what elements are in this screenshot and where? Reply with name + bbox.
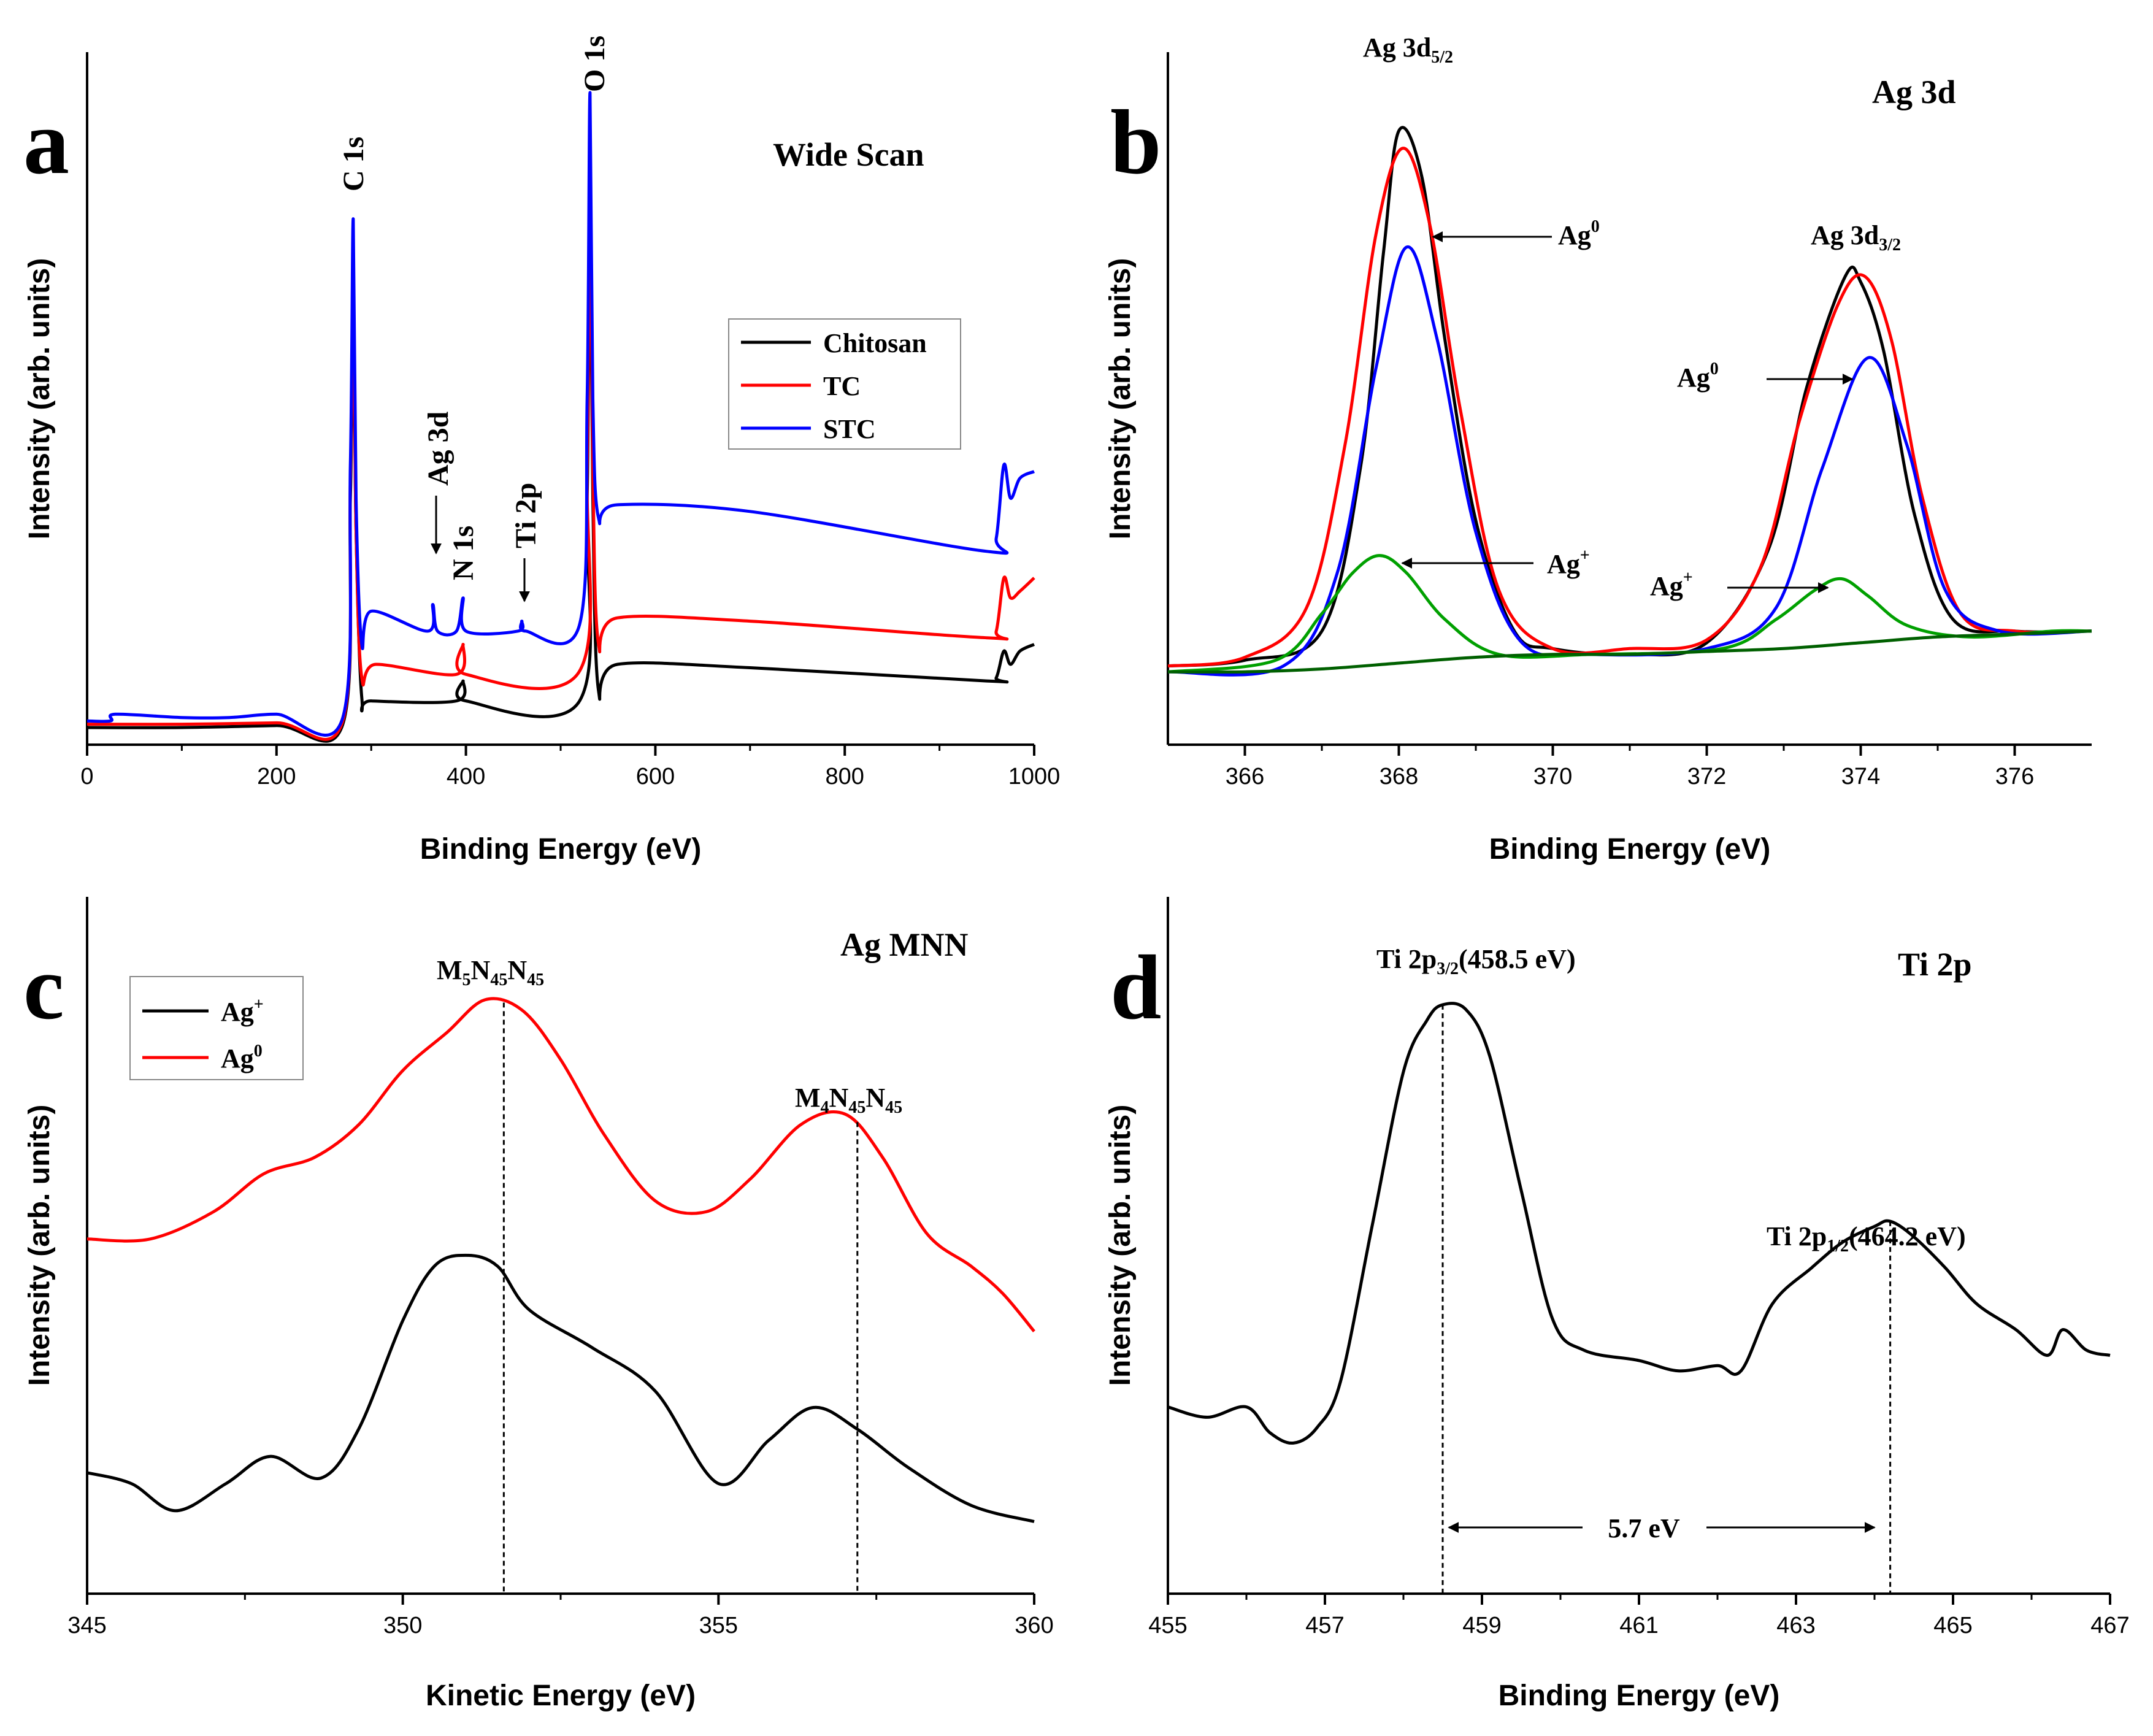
- panel-b: b 366 368 370 372 374 376 Ag 3d Binding Energ…: [1104, 33, 2092, 866]
- panel-b-plot: [1167, 126, 2092, 677]
- panel-a-legend: Chitosan TC STC: [728, 318, 961, 450]
- peak-label-ti2p: Ti 2p: [510, 483, 542, 548]
- series-line-chitosan: [86, 197, 1035, 743]
- label-agp-left: Ag+: [1547, 546, 1590, 579]
- panel-c-x-ticks: 345 350 355 360: [67, 1594, 1054, 1638]
- panel-d: d 455 457 459 461 463 465 467 Ti 2p Binding En…: [1104, 897, 2130, 1712]
- x-tick-label: 0: [80, 764, 93, 789]
- label-ag0-right: Ag0: [1677, 359, 1719, 393]
- panel-d-letter: d: [1110, 937, 1161, 1039]
- x-tick-label: 345: [67, 1613, 106, 1638]
- legend-label-agplus: Ag+: [221, 995, 264, 1027]
- x-tick-label: 459: [1462, 1613, 1501, 1638]
- x-tick-label: 368: [1380, 764, 1418, 789]
- panel-b-x-ticks: 366 368 370 372 374 376: [1226, 745, 2034, 789]
- legend-label-tc: TC: [823, 371, 861, 401]
- panel-a-title: Wide Scan: [773, 136, 924, 173]
- panel-d-x-axis-label: Binding Energy (eV): [1499, 1680, 1780, 1712]
- label-agp-right: Ag+: [1650, 568, 1693, 601]
- x-tick-label: 372: [1687, 764, 1726, 789]
- x-tick-label: 800: [825, 764, 864, 789]
- x-tick-label: 374: [1841, 764, 1880, 789]
- label-ag3d52: Ag 3d5/2: [1363, 33, 1453, 67]
- panel-b-letter: b: [1110, 91, 1161, 193]
- panel-a-y-axis-label: Intensity (arb. units): [23, 258, 56, 540]
- panel-b-title: Ag 3d: [1872, 74, 1956, 110]
- x-tick-label: 355: [699, 1613, 738, 1638]
- label-ti2p32: Ti 2p3/2(458.5 eV): [1376, 944, 1576, 978]
- peak-label-o1s: O 1s: [578, 36, 611, 92]
- series-line-ag-: [86, 1253, 1035, 1523]
- series-line-raw-data: [1167, 126, 2092, 668]
- series-line-ti-2p: [1167, 1002, 2111, 1445]
- x-tick-label: 600: [636, 764, 675, 789]
- panel-c-plot: [86, 997, 1035, 1523]
- x-tick-label: 463: [1776, 1613, 1815, 1638]
- label-m5n45n45: M5N45N45: [437, 955, 544, 989]
- label-split: 5.7 eV: [1608, 1513, 1680, 1543]
- x-tick-label: 455: [1148, 1613, 1187, 1638]
- panel-a-letter: a: [23, 91, 69, 193]
- panel-d-title: Ti 2p: [1898, 946, 1972, 983]
- panel-b-y-axis-label: Intensity (arb. units): [1104, 258, 1137, 540]
- legend-label-chitosan: Chitosan: [823, 328, 927, 358]
- x-tick-label: 370: [1533, 764, 1572, 789]
- peak-label-ag3d: Ag 3d: [422, 411, 455, 486]
- panel-c-title: Ag MNN: [840, 926, 968, 963]
- label-m4n45n45: M4N45N45: [795, 1083, 902, 1117]
- x-tick-label: 366: [1226, 764, 1264, 789]
- panel-a-x-ticks: 0 200 400 600 800 1000: [80, 745, 1060, 789]
- panel-d-x-ticks: 455 457 459 461 463 465 467: [1148, 1594, 2130, 1638]
- x-tick-label: 400: [447, 764, 485, 789]
- panel-c-legend: Ag+ Ag0: [129, 976, 304, 1080]
- panel-d-y-axis-label: Intensity (arb. units): [1104, 1105, 1137, 1386]
- panel-a-x-axis-label: Binding Energy (eV): [420, 833, 702, 866]
- x-tick-label: 465: [1933, 1613, 1972, 1638]
- peak-label-c1s: C 1s: [337, 137, 370, 191]
- panel-c-y-axis-label: Intensity (arb. units): [23, 1105, 56, 1386]
- panel-c: c 345 350 355 360 Ag MNN Kinetic Energy (eV…: [23, 897, 1054, 1712]
- panel-d-plot: [1167, 1002, 2111, 1445]
- panel-b-x-axis-label: Binding Energy (eV): [1489, 833, 1771, 866]
- peak-label-n1s: N 1s: [447, 526, 480, 580]
- panel-c-x-axis-label: Kinetic Energy (eV): [426, 1680, 696, 1712]
- label-ti2p12: Ti 2p1/2(464.2 eV): [1767, 1221, 1966, 1256]
- x-tick-label: 1000: [1008, 764, 1061, 789]
- label-ag0-left: Ag0: [1558, 217, 1600, 250]
- series-line-ag0: [86, 997, 1035, 1333]
- x-tick-label: 360: [1015, 1613, 1053, 1638]
- label-ag3d32: Ag 3d3/2: [1811, 220, 1901, 255]
- panel-c-letter: c: [23, 937, 64, 1039]
- legend-label-ag0: Ag0: [221, 1042, 263, 1073]
- series-line-envelope-fit: [1167, 147, 2092, 668]
- panel-a: a 0 200 400 600 800 1000 Wide Scan Binding En…: [23, 36, 1060, 866]
- x-tick-label: 376: [1995, 764, 2034, 789]
- panel-a-plot: [86, 91, 1035, 743]
- legend-label-stc: STC: [823, 414, 876, 444]
- x-tick-label: 457: [1305, 1613, 1344, 1638]
- x-tick-label: 467: [2090, 1613, 2129, 1638]
- x-tick-label: 350: [383, 1613, 422, 1638]
- series-line-stc: [86, 91, 1035, 737]
- x-tick-label: 461: [1619, 1613, 1658, 1638]
- series-line-background: [1167, 629, 2092, 674]
- x-tick-label: 200: [257, 764, 296, 789]
